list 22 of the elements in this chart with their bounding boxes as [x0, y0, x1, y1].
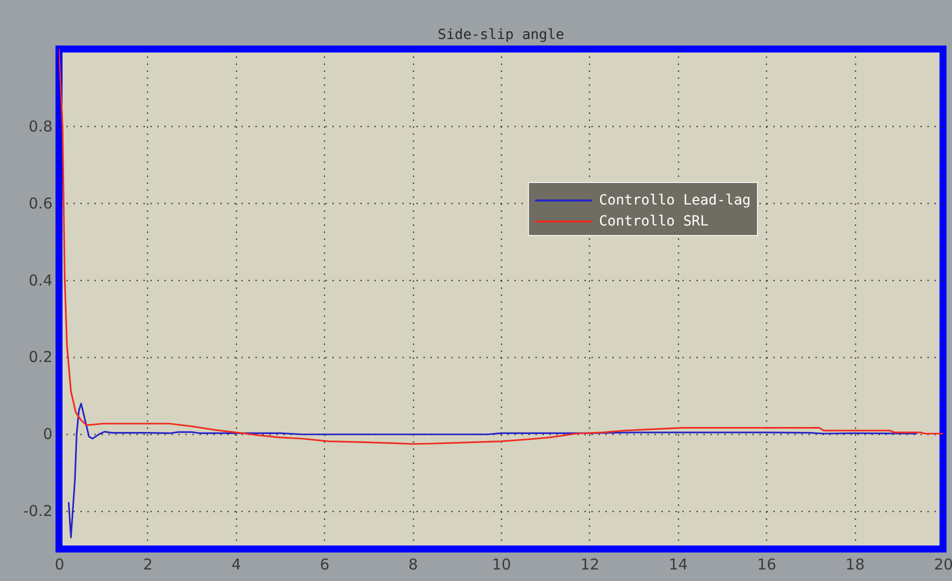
x-tick-label: 6	[320, 556, 330, 574]
y-tick-label: 0.6	[28, 194, 52, 212]
x-tick-label: 10	[492, 556, 512, 574]
y-tick-label: 0	[42, 425, 52, 444]
x-tick-label: 16	[757, 556, 776, 574]
legend-label: Controllo SRL	[598, 214, 709, 230]
x-tick-label: 8	[408, 556, 418, 574]
x-tick-label: 20	[934, 556, 952, 574]
legend-label: Controllo Lead-lag	[598, 192, 751, 208]
y-tick-label: 0.4	[28, 271, 52, 290]
line-series	[59, 49, 943, 445]
y-tick-label: -0.2	[23, 502, 52, 520]
y-tick-label: 0.8	[28, 117, 52, 136]
line-series	[68, 402, 918, 538]
x-tick-label: 14	[668, 556, 688, 574]
x-tick-label: 2	[143, 556, 153, 574]
x-tick-label: 4	[232, 556, 242, 574]
chart-title: Side-slip angle	[438, 27, 564, 43]
x-tick-label: 18	[846, 556, 865, 574]
x-tick-label: 12	[580, 556, 600, 574]
x-tick-label: 0	[54, 556, 64, 574]
y-tick-label: 0.2	[28, 348, 52, 366]
